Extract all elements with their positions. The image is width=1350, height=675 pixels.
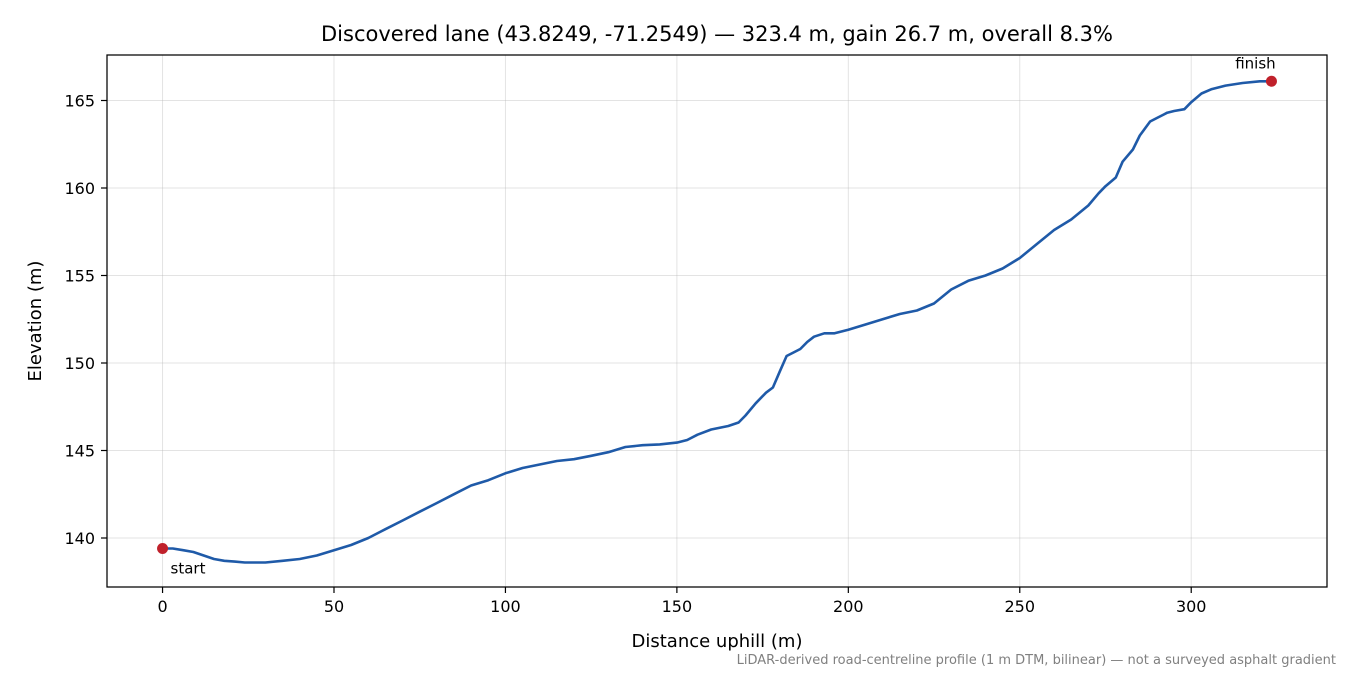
start-marker — [157, 543, 169, 554]
plot-frame — [106, 54, 1328, 588]
y-axis-label: Elevation (m) — [25, 261, 46, 382]
x-tick-label: 50 — [324, 597, 344, 616]
y-tick-label: 140 — [64, 529, 95, 548]
x-tick-label: 100 — [490, 597, 521, 616]
finish-label: finish — [1235, 54, 1275, 72]
series-line-layer — [161, 80, 1273, 564]
grid-lines — [107, 55, 1327, 587]
y-tick-label: 155 — [64, 267, 95, 286]
x-tick-label: 150 — [662, 597, 693, 616]
x-axis-label: Distance uphill (m) — [632, 631, 803, 652]
y-tick-label: 150 — [64, 354, 95, 373]
elevation-series-line — [161, 80, 1273, 564]
x-tick-label: 300 — [1176, 597, 1207, 616]
x-tick-label: 200 — [833, 597, 864, 616]
x-tick-label: 0 — [157, 597, 167, 616]
x-axis-ticks: 0 50 100 150 200 250 300 — [157, 587, 1206, 616]
chart-title: Discovered lane (43.8249, -71.2549) — 32… — [321, 22, 1113, 46]
start-label: start — [171, 560, 206, 578]
finish-marker — [1265, 75, 1277, 87]
y-tick-label: 160 — [64, 179, 95, 198]
marker-layer: start finish — [157, 54, 1277, 578]
y-axis-ticks: 140 145 150 155 160 165 — [64, 92, 107, 548]
chart-footnote: LiDAR-derived road-centreline profile (1… — [737, 653, 1336, 668]
x-tick-label: 250 — [1004, 597, 1035, 616]
y-tick-label: 165 — [64, 92, 95, 111]
y-tick-label: 145 — [64, 442, 95, 461]
